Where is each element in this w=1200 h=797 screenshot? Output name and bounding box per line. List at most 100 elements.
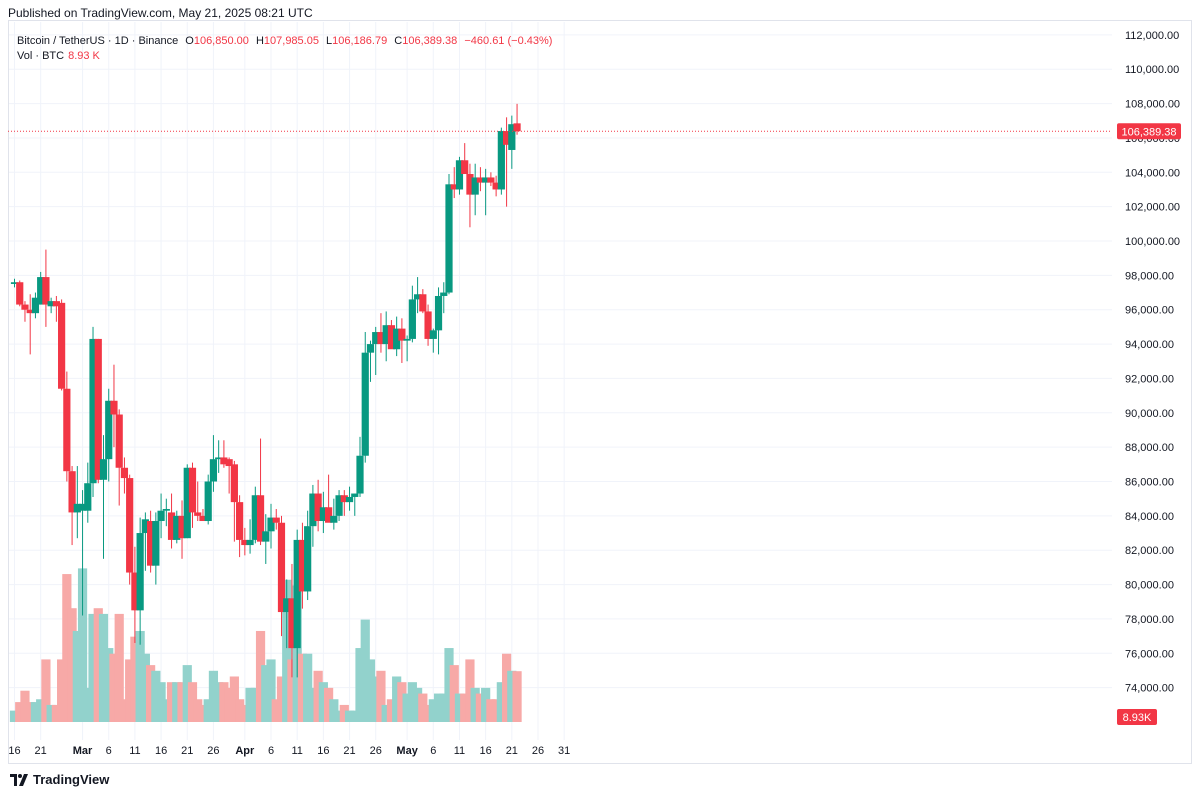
y-tick-label: 108,000.00 [1125, 99, 1180, 111]
x-tick-label: Mar [73, 745, 93, 757]
volume-bar [36, 699, 46, 722]
x-tick-label: 16 [8, 745, 20, 757]
volume-bar [177, 682, 187, 722]
change-value: −460.61 (−0.43%) [464, 35, 553, 47]
candle-body [246, 539, 254, 546]
candle-body [356, 455, 364, 494]
candle-body [293, 539, 301, 649]
volume-bar [287, 659, 297, 722]
candle-body [398, 328, 406, 341]
last-price-badge [1117, 123, 1181, 140]
volume-bar [166, 682, 177, 722]
close-label: C [394, 35, 403, 47]
last-price-badge-label: 106,389.38 [1121, 126, 1176, 138]
candle-body [73, 503, 81, 513]
candle-body [361, 352, 369, 456]
low-value: 106,186.79 [332, 35, 388, 47]
volume-bar [355, 648, 365, 722]
x-tick-label: 6 [106, 745, 112, 757]
volume-bar [271, 699, 281, 722]
tradingview-brand[interactable]: TradingView [10, 772, 109, 787]
volume-bar [460, 693, 470, 722]
candle-body [440, 292, 448, 296]
volume-bar [324, 687, 334, 722]
candle-body [403, 338, 411, 341]
x-tick-label: 21 [506, 745, 518, 757]
candle-body [78, 503, 87, 511]
candle-body [471, 177, 479, 195]
candle-body [204, 481, 212, 522]
candle-body [58, 302, 66, 389]
candle-body [110, 400, 118, 415]
volume-bar [125, 659, 135, 722]
volume-bar [334, 710, 344, 722]
candle-body [26, 309, 34, 314]
candle-body [466, 174, 474, 195]
x-tick-label: 16 [155, 745, 167, 757]
volume-bar [193, 699, 203, 722]
volume-bar [512, 671, 522, 722]
volume-bar [454, 693, 465, 722]
candle-body [131, 572, 139, 611]
volume-bar [397, 682, 407, 722]
volume-bar [119, 699, 130, 722]
candle-body [476, 177, 485, 183]
x-tick-label: 6 [430, 745, 436, 757]
candle-body [120, 467, 129, 479]
y-tick-label: 102,000.00 [1125, 202, 1180, 214]
volume-bar [20, 690, 30, 722]
volume-bar [15, 702, 25, 722]
volume-bar [491, 699, 501, 722]
volume-bar [381, 704, 391, 722]
candle-body [209, 459, 218, 482]
candle-body [230, 464, 238, 503]
volume-bar [282, 579, 292, 722]
volume-label: Vol · BTC [17, 50, 65, 62]
candle-body [309, 493, 317, 527]
volume-bar [392, 676, 402, 722]
ohlc-legend: Bitcoin / TetherUS · 1D · Binance O106,8… [17, 34, 552, 49]
symbol-title: Bitcoin / TetherUS · 1D · Binance [17, 35, 179, 47]
y-tick-label: 78,000.00 [1125, 614, 1174, 626]
x-tick-label: 11 [129, 745, 140, 757]
candle-body [89, 338, 97, 484]
volume-bar [266, 659, 276, 722]
candle-body [16, 282, 24, 305]
volume-bar [93, 608, 103, 722]
volume-bar [146, 665, 156, 722]
volume-bar [428, 699, 438, 722]
volume-bar [135, 630, 145, 722]
x-tick-label: 6 [268, 745, 274, 757]
candle-body [513, 123, 521, 132]
candle-body [487, 177, 495, 183]
candle-body [199, 515, 207, 522]
candle-body [183, 467, 191, 539]
x-tick-label: Apr [235, 745, 255, 757]
volume-bar [350, 710, 360, 722]
y-tick-label: 82,000.00 [1125, 545, 1174, 557]
volume-bar [9, 710, 20, 722]
candle-body [304, 526, 312, 592]
open-value: 106,850.00 [193, 35, 249, 47]
volume-bar [255, 630, 266, 722]
volume-bar [276, 676, 287, 722]
volume-bar [501, 653, 512, 722]
close-value: 106,389.38 [402, 35, 458, 47]
high-label: H [255, 35, 264, 47]
volume-bar [25, 702, 35, 722]
candle-body [52, 301, 60, 307]
volume-bar [51, 704, 61, 722]
candle-body [461, 160, 469, 175]
candle-body [256, 495, 265, 542]
volume-bar [151, 670, 161, 722]
volume-bar [496, 682, 506, 722]
y-tick-label: 110,000.00 [1125, 64, 1179, 76]
x-tick-label: 31 [558, 745, 570, 757]
candle-body [345, 496, 354, 503]
y-tick-label: 80,000.00 [1125, 580, 1174, 592]
candle-body [298, 539, 307, 592]
volume-bar [360, 619, 370, 722]
candle-body [115, 414, 123, 468]
y-tick-label: 92,000.00 [1125, 373, 1174, 385]
